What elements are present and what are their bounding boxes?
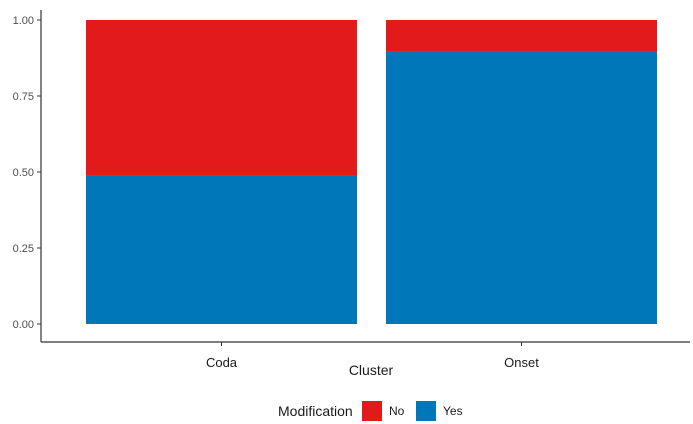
bar-coda-no [86, 20, 357, 176]
x-tick-label-onset: Onset [504, 355, 539, 370]
bar-onset-yes [386, 51, 657, 325]
legend-label-no: No [389, 404, 405, 418]
y-tick-label: 0.75 [13, 91, 34, 103]
legend-title: Modification [278, 403, 353, 419]
y-tick-label: 0.00 [13, 319, 34, 331]
y-tick-label: 0.50 [13, 167, 34, 179]
y-axis-ticks: 0.00 0.25 0.50 0.75 1.00 [13, 15, 41, 331]
x-axis-title: Cluster [349, 362, 394, 378]
x-axis-ticks: Coda Onset [206, 342, 539, 370]
legend-swatch-yes [416, 401, 436, 421]
legend-label-yes: Yes [443, 404, 463, 418]
bars-group [86, 20, 657, 325]
legend-swatch-no [362, 401, 382, 421]
x-tick-label-coda: Coda [206, 355, 238, 370]
bar-coda-yes [86, 175, 357, 324]
bar-onset-no [386, 20, 657, 52]
y-tick-label: 0.25 [13, 243, 34, 255]
y-tick-label: 1.00 [13, 15, 34, 27]
legend: Modification No Yes [278, 401, 463, 421]
